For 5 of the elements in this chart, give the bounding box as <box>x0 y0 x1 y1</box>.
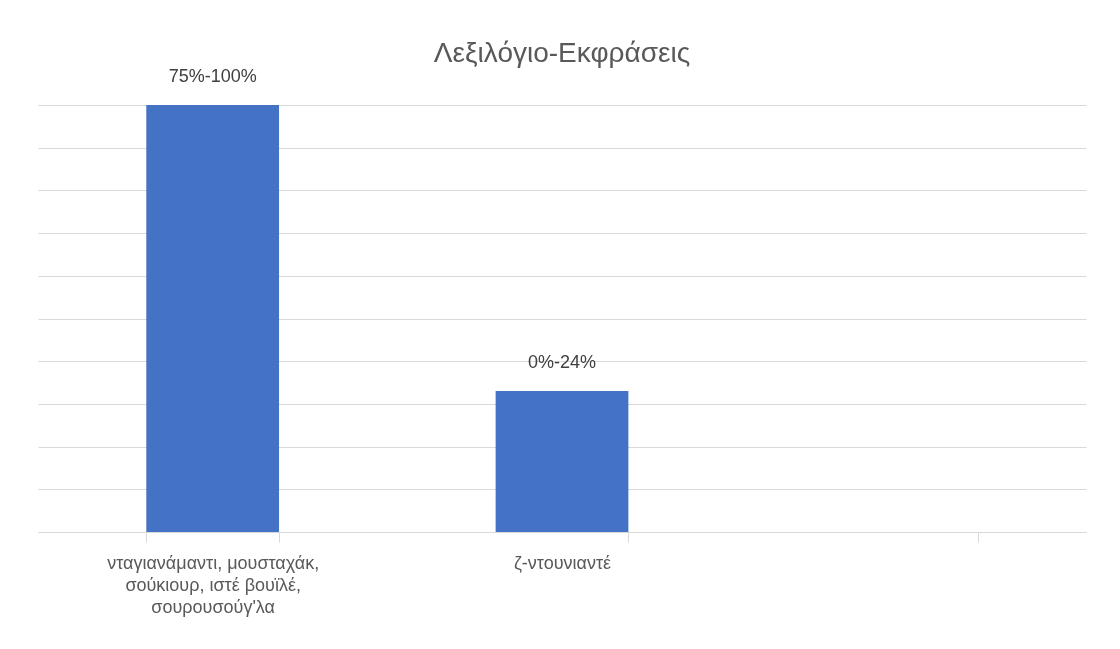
annotation: 75%-100% <box>168 66 257 86</box>
chart-title: Λεξιλόγιο-Εκφράσεις <box>433 37 691 68</box>
annotation: 0%-24% <box>527 352 597 373</box>
x-tick-label: νταγιανάμαντι, μουσταχάκ, σούκιουρ, ιστέ βουϊλέ, σουρουσούγ'λα <box>107 552 320 617</box>
x-tick-label: ζ-ντουνιαντέ <box>513 552 612 573</box>
